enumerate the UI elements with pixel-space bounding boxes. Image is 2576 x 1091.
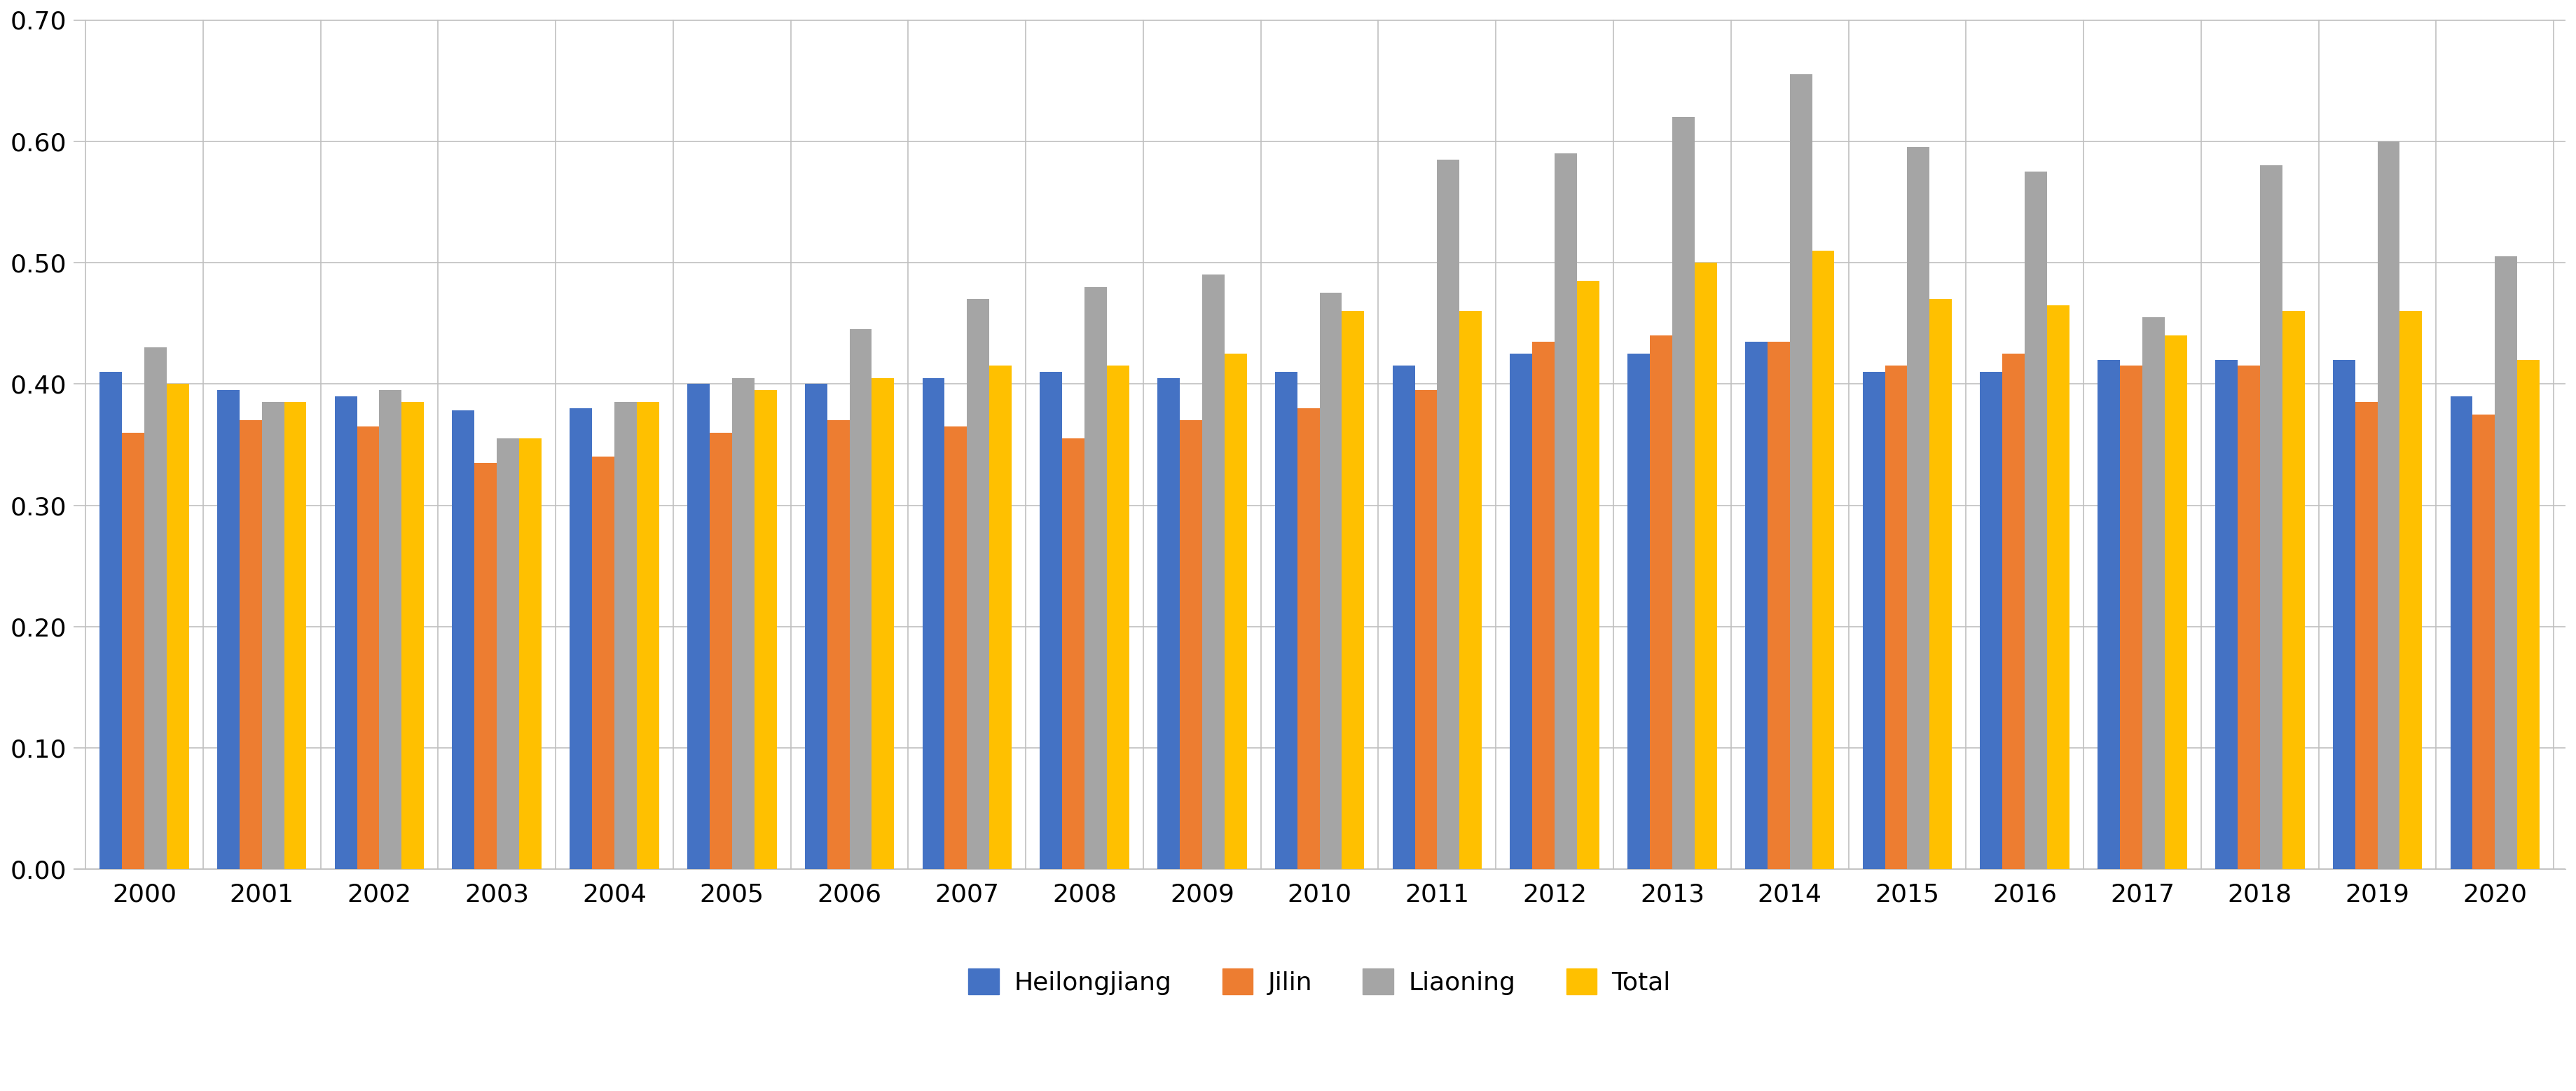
Bar [592, 457, 616, 870]
Bar [2496, 256, 2517, 870]
Bar [402, 403, 425, 870]
Bar [2164, 335, 2187, 870]
Bar [1084, 287, 1108, 870]
Bar [1981, 372, 2002, 870]
Bar [1203, 275, 1224, 870]
Bar [827, 420, 850, 870]
Bar [1224, 353, 1247, 870]
Bar [283, 403, 307, 870]
Bar [358, 427, 379, 870]
Bar [1461, 311, 1481, 870]
Bar [263, 403, 283, 870]
Bar [1510, 353, 1533, 870]
Bar [520, 439, 541, 870]
Bar [850, 329, 871, 870]
Bar [1862, 372, 1886, 870]
Bar [1886, 365, 1906, 870]
Bar [167, 384, 188, 870]
Bar [1695, 263, 1716, 870]
Bar [2143, 317, 2164, 870]
Bar [1108, 365, 1128, 870]
Bar [1649, 335, 1672, 870]
Bar [569, 408, 592, 870]
Bar [2334, 360, 2354, 870]
Bar [2401, 311, 2421, 870]
Bar [2048, 305, 2069, 870]
Bar [1298, 408, 1319, 870]
Legend: Heilongjiang, Jilin, Liaoning, Total: Heilongjiang, Jilin, Liaoning, Total [958, 958, 1680, 1005]
Bar [2215, 360, 2239, 870]
Bar [2354, 403, 2378, 870]
Bar [1556, 154, 1577, 870]
Bar [2120, 365, 2143, 870]
Bar [1906, 147, 1929, 870]
Bar [379, 389, 402, 870]
Bar [1811, 251, 1834, 870]
Bar [989, 365, 1012, 870]
Bar [945, 427, 966, 870]
Bar [616, 403, 636, 870]
Bar [708, 432, 732, 870]
Bar [636, 403, 659, 870]
Bar [2097, 360, 2120, 870]
Bar [804, 384, 827, 870]
Bar [474, 463, 497, 870]
Bar [1414, 389, 1437, 870]
Bar [1041, 372, 1061, 870]
Bar [1394, 365, 1414, 870]
Bar [1342, 311, 1365, 870]
Bar [1790, 74, 1811, 870]
Bar [688, 384, 708, 870]
Bar [240, 420, 263, 870]
Bar [755, 389, 775, 870]
Bar [871, 377, 894, 870]
Bar [121, 432, 144, 870]
Bar [2378, 142, 2401, 870]
Bar [2473, 415, 2496, 870]
Bar [2517, 360, 2540, 870]
Bar [335, 396, 358, 870]
Bar [732, 377, 755, 870]
Bar [100, 372, 121, 870]
Bar [2282, 311, 2306, 870]
Bar [2259, 166, 2282, 870]
Bar [2450, 396, 2473, 870]
Bar [1437, 159, 1461, 870]
Bar [1672, 117, 1695, 870]
Bar [2239, 365, 2259, 870]
Bar [922, 377, 945, 870]
Bar [497, 439, 520, 870]
Bar [1061, 439, 1084, 870]
Bar [966, 299, 989, 870]
Bar [1767, 341, 1790, 870]
Bar [1577, 280, 1600, 870]
Bar [1744, 341, 1767, 870]
Bar [2002, 353, 2025, 870]
Bar [2025, 171, 2048, 870]
Bar [1319, 293, 1342, 870]
Bar [1628, 353, 1649, 870]
Bar [1929, 299, 1953, 870]
Bar [453, 410, 474, 870]
Bar [1157, 377, 1180, 870]
Bar [1533, 341, 1556, 870]
Bar [1180, 420, 1203, 870]
Bar [1275, 372, 1298, 870]
Bar [216, 389, 240, 870]
Bar [144, 348, 167, 870]
